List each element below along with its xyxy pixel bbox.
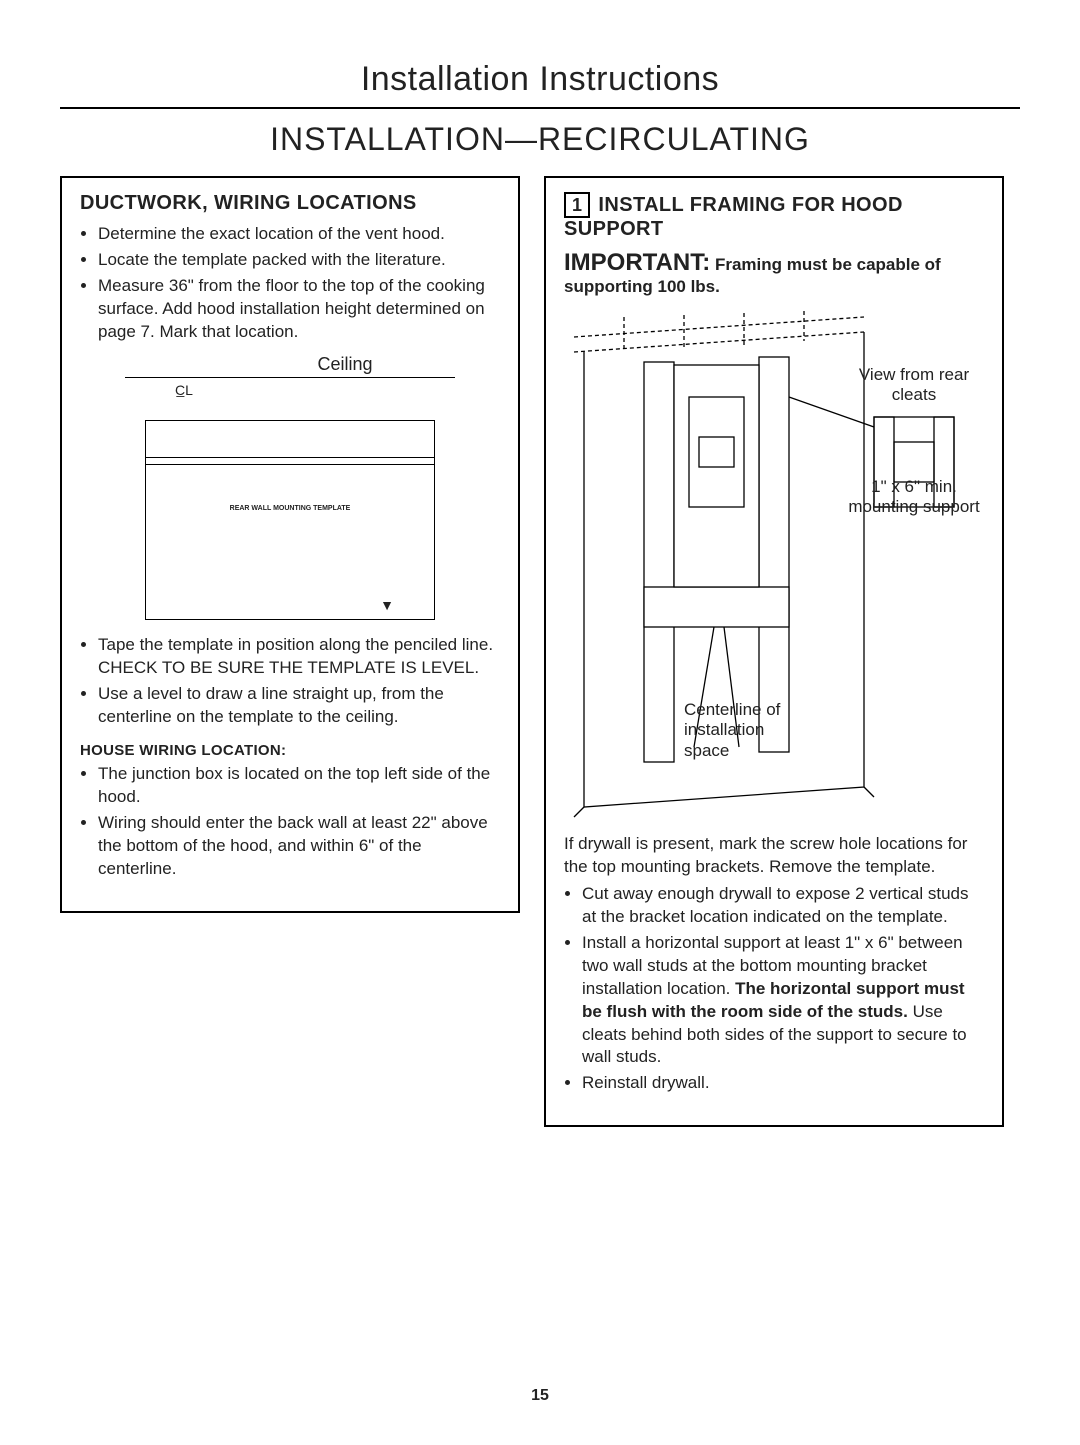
list-item: Install a horizontal support at least 1"… bbox=[582, 932, 984, 1070]
right-column: 1INSTALL FRAMING FOR HOOD SUPPORT IMPORT… bbox=[544, 176, 1004, 1127]
list-item: Cut away enough drywall to expose 2 vert… bbox=[582, 883, 984, 929]
down-arrow-icon: ▼ bbox=[380, 597, 394, 613]
right-heading-row: 1INSTALL FRAMING FOR HOOD SUPPORT bbox=[564, 192, 984, 241]
list-item: Use a level to draw a line straight up, … bbox=[98, 683, 500, 729]
ceiling-line bbox=[125, 377, 455, 378]
template-box: REAR WALL MOUNTING TEMPLATE ▼ bbox=[145, 420, 435, 620]
right-diagram: View from rear cleats 1" x 6" min. mount… bbox=[564, 307, 984, 827]
centerline-label: Centerline of installation space bbox=[684, 700, 834, 761]
mounting-template-label: REAR WALL MOUNTING TEMPLATE bbox=[146, 505, 434, 513]
title-rule bbox=[60, 107, 1020, 109]
right-intro-paragraph: If drywall is present, mark the screw ho… bbox=[564, 833, 984, 879]
left-bullets-mid: Tape the template in position along the … bbox=[80, 634, 500, 729]
left-column: DUCTWORK, WIRING LOCATIONS Determine the… bbox=[60, 176, 520, 913]
left-bullets-top: Determine the exact location of the vent… bbox=[80, 223, 500, 344]
list-item: The junction box is located on the top l… bbox=[98, 763, 500, 809]
list-item: Wiring should enter the back wall at lea… bbox=[98, 812, 500, 881]
important-note: IMPORTANT: Framing must be capable of su… bbox=[564, 249, 984, 297]
left-diagram: Ceiling C̲L REAR WALL MOUNTING TEMPLATE … bbox=[125, 354, 455, 620]
ceiling-label: Ceiling bbox=[317, 354, 372, 375]
two-column-layout: DUCTWORK, WIRING LOCATIONS Determine the… bbox=[60, 176, 1020, 1127]
list-item: Measure 36" from the floor to the top of… bbox=[98, 275, 500, 344]
right-bullets: Cut away enough drywall to expose 2 vert… bbox=[564, 883, 984, 1095]
page-title: Installation Instructions bbox=[60, 60, 1020, 99]
important-lead: IMPORTANT: bbox=[564, 249, 710, 276]
list-item: Determine the exact location of the vent… bbox=[98, 223, 500, 246]
left-bullets-house: The junction box is located on the top l… bbox=[80, 763, 500, 881]
list-item: Reinstall drywall. bbox=[582, 1072, 984, 1095]
list-item: Tape the template in position along the … bbox=[98, 634, 500, 680]
step-number-box: 1 bbox=[564, 192, 590, 218]
list-item: Locate the template packed with the lite… bbox=[98, 249, 500, 272]
left-heading: DUCTWORK, WIRING LOCATIONS bbox=[80, 192, 500, 215]
centerline-mark: C̲L bbox=[175, 382, 193, 398]
template-small-text bbox=[146, 431, 434, 437]
section-title: INSTALLATION—RECIRCULATING bbox=[60, 121, 1020, 158]
view-from-rear-label: View from rear cleats bbox=[844, 365, 984, 406]
house-wiring-heading: HOUSE WIRING LOCATION: bbox=[80, 742, 500, 759]
template-footer-text bbox=[344, 588, 404, 595]
mounting-support-label: 1" x 6" min. mounting support bbox=[844, 477, 984, 518]
page-number: 15 bbox=[60, 1387, 1020, 1405]
right-heading: INSTALL FRAMING FOR HOOD SUPPORT bbox=[564, 194, 903, 240]
